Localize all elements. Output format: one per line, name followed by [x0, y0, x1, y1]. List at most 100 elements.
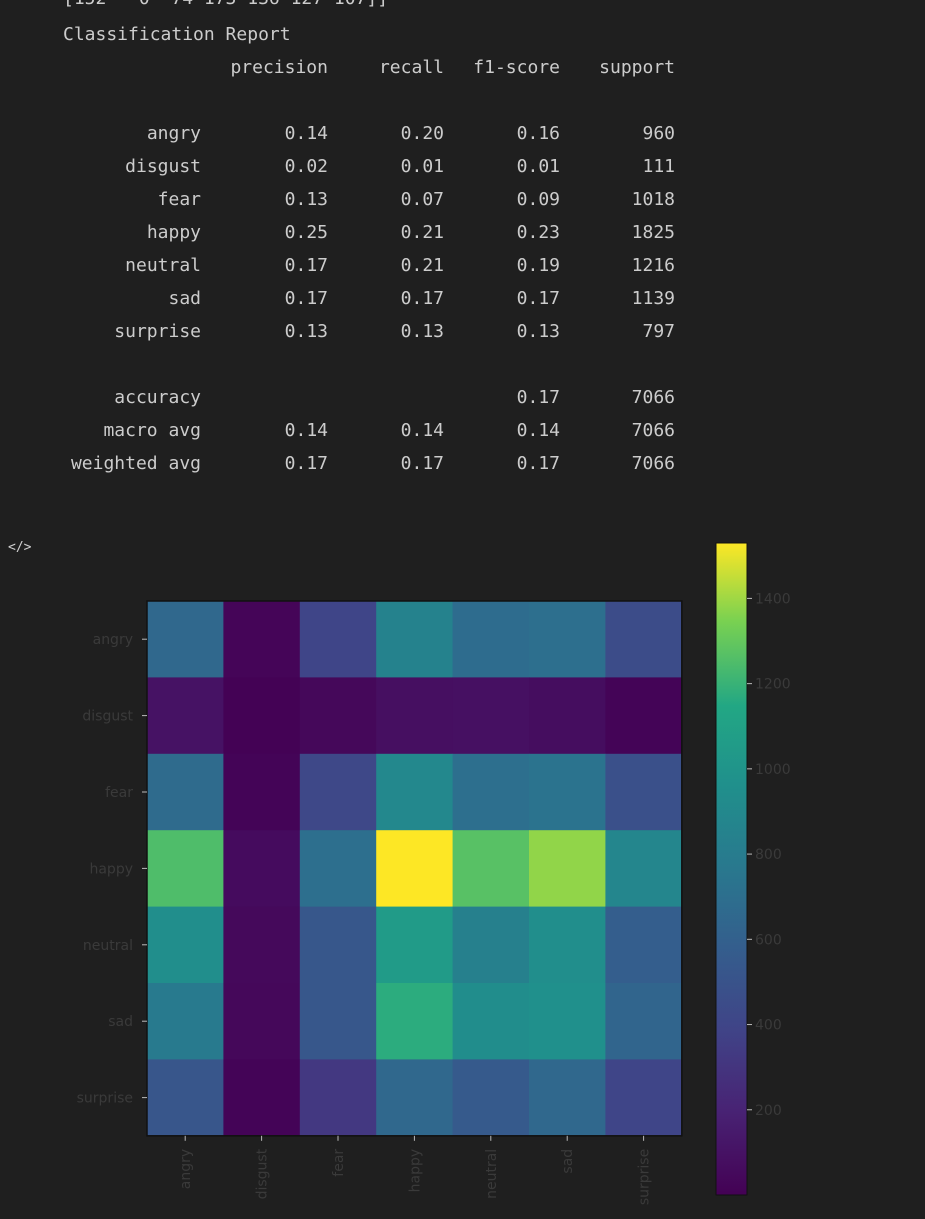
report-cell-recall: 0.21	[400, 222, 444, 243]
summary-row-label: weighted avg	[70, 453, 201, 474]
heatmap-cell	[299, 830, 377, 908]
heatmap-cell	[529, 906, 606, 984]
report-cell-precision: 0.02	[284, 156, 328, 177]
summary-cell-f1: 0.14	[516, 420, 560, 441]
confusion-matrix-heatmap: angry disgust fear happy neutral sad surprise a…	[77, 542, 791, 1205]
y-tick-label: sad	[108, 1014, 133, 1030]
report-row-label: sad	[168, 288, 201, 309]
summary-cell-f1: 0.17	[516, 387, 560, 408]
y-tick-label: surprise	[77, 1091, 133, 1107]
heatmap-cell	[529, 677, 606, 755]
heatmap-cell	[376, 601, 454, 678]
heatmap-cell	[529, 753, 606, 831]
x-tick-label: surprise	[637, 1149, 653, 1205]
y-tick-label: angry	[93, 632, 133, 648]
report-cell-precision: 0.17	[284, 255, 328, 276]
colorbar-tick-label: 1000	[755, 762, 791, 778]
heatmap-cell	[223, 601, 301, 678]
heatmap-cell	[299, 906, 377, 984]
report-cell-recall: 0.13	[400, 321, 444, 342]
heatmap-cell	[299, 677, 377, 755]
colorbar-tick-label: 200	[755, 1103, 782, 1119]
heatmap-cell	[605, 906, 683, 984]
heatmap-cell	[452, 983, 530, 1060]
report-cell-f1: 0.23	[516, 222, 560, 243]
truncated-matrix-line: [152 0 74 173 136 127 107]]	[63, 0, 388, 9]
report-row-label: happy	[146, 222, 201, 243]
summary-cell-precision: 0.17	[284, 453, 328, 474]
heatmap-cell	[223, 906, 301, 984]
report-header-recall: recall	[378, 57, 444, 78]
report-cell-f1: 0.01	[516, 156, 560, 177]
summary-cell-f1: 0.17	[516, 453, 560, 474]
report-cell-precision: 0.17	[284, 288, 328, 309]
report-cell-support: 1139	[631, 288, 675, 309]
colorbar	[715, 542, 748, 1196]
x-tick-label: happy	[407, 1149, 423, 1193]
heatmap-cell	[223, 830, 301, 908]
summary-cell-support: 7066	[631, 420, 675, 441]
report-title: Classification Report	[63, 24, 291, 45]
x-tick-label: sad	[560, 1149, 576, 1174]
heatmap-cell	[299, 983, 377, 1060]
heatmap-cell	[147, 983, 224, 1060]
report-cell-f1: 0.16	[516, 123, 560, 144]
heatmap-cell	[299, 753, 377, 831]
heatmap-cell	[147, 906, 224, 984]
report-cell-f1: 0.19	[516, 255, 560, 276]
report-cell-support: 1018	[631, 189, 675, 210]
report-header-precision: precision	[230, 57, 328, 78]
heatmap-cell	[605, 1059, 683, 1137]
colorbar-tick-label: 600	[755, 932, 782, 948]
report-cell-support: 111	[642, 156, 675, 177]
heatmap-cell	[529, 601, 606, 678]
report-cell-precision: 0.13	[284, 321, 328, 342]
heatmap-cell	[605, 677, 683, 755]
heatmap-cell	[452, 830, 530, 908]
report-cell-precision: 0.13	[284, 189, 328, 210]
heatmap-cell	[452, 753, 530, 831]
heatmap-cell	[452, 906, 530, 984]
report-cell-precision: 0.14	[284, 123, 328, 144]
report-cell-support: 797	[642, 321, 675, 342]
heatmap-cell	[605, 601, 683, 678]
report-cell-recall: 0.21	[400, 255, 444, 276]
report-cell-f1: 0.09	[516, 189, 560, 210]
heatmap-cell	[147, 677, 224, 755]
summary-cell-recall: 0.14	[400, 420, 444, 441]
x-tick-label: disgust	[255, 1148, 271, 1199]
colorbar-tick-label: 1200	[755, 677, 791, 693]
report-cell-f1: 0.13	[516, 321, 560, 342]
summary-row-label: macro avg	[103, 420, 201, 441]
report-row-label: fear	[157, 189, 201, 210]
summary-cell-precision: 0.14	[284, 420, 328, 441]
report-cell-support: 1825	[631, 222, 675, 243]
colorbar-tick-label: 800	[755, 847, 782, 863]
colorbar-tick-label: 400	[755, 1018, 782, 1034]
heatmap-cell	[605, 830, 683, 908]
y-tick-label: neutral	[83, 938, 133, 954]
report-cell-f1: 0.17	[516, 288, 560, 309]
heatmap-cell	[376, 983, 454, 1060]
heatmap-cell	[147, 830, 224, 908]
heatmap-cell	[529, 1059, 606, 1137]
heatmap-cell	[529, 830, 606, 908]
report-cell-recall: 0.07	[400, 189, 444, 210]
heatmap-cell	[376, 830, 454, 908]
x-tick-label: fear	[331, 1149, 347, 1177]
heatmap-cell	[299, 601, 377, 678]
colorbar-tick-label: 1400	[755, 591, 791, 607]
summary-cell-support: 7066	[631, 387, 675, 408]
heatmap-cell	[147, 753, 224, 831]
report-row-label: disgust	[125, 156, 201, 177]
report-cell-recall: 0.01	[400, 156, 444, 177]
report-cell-support: 1216	[631, 255, 675, 276]
heatmap-cell	[223, 753, 301, 831]
heatmap-cell	[376, 1059, 454, 1137]
report-cell-recall: 0.17	[400, 288, 444, 309]
report-cell-recall: 0.20	[400, 123, 444, 144]
heatmap-cell	[223, 1059, 301, 1137]
code-icon[interactable]: </>	[8, 540, 32, 555]
heatmap-cell	[605, 753, 683, 831]
heatmap-cell	[605, 983, 683, 1060]
